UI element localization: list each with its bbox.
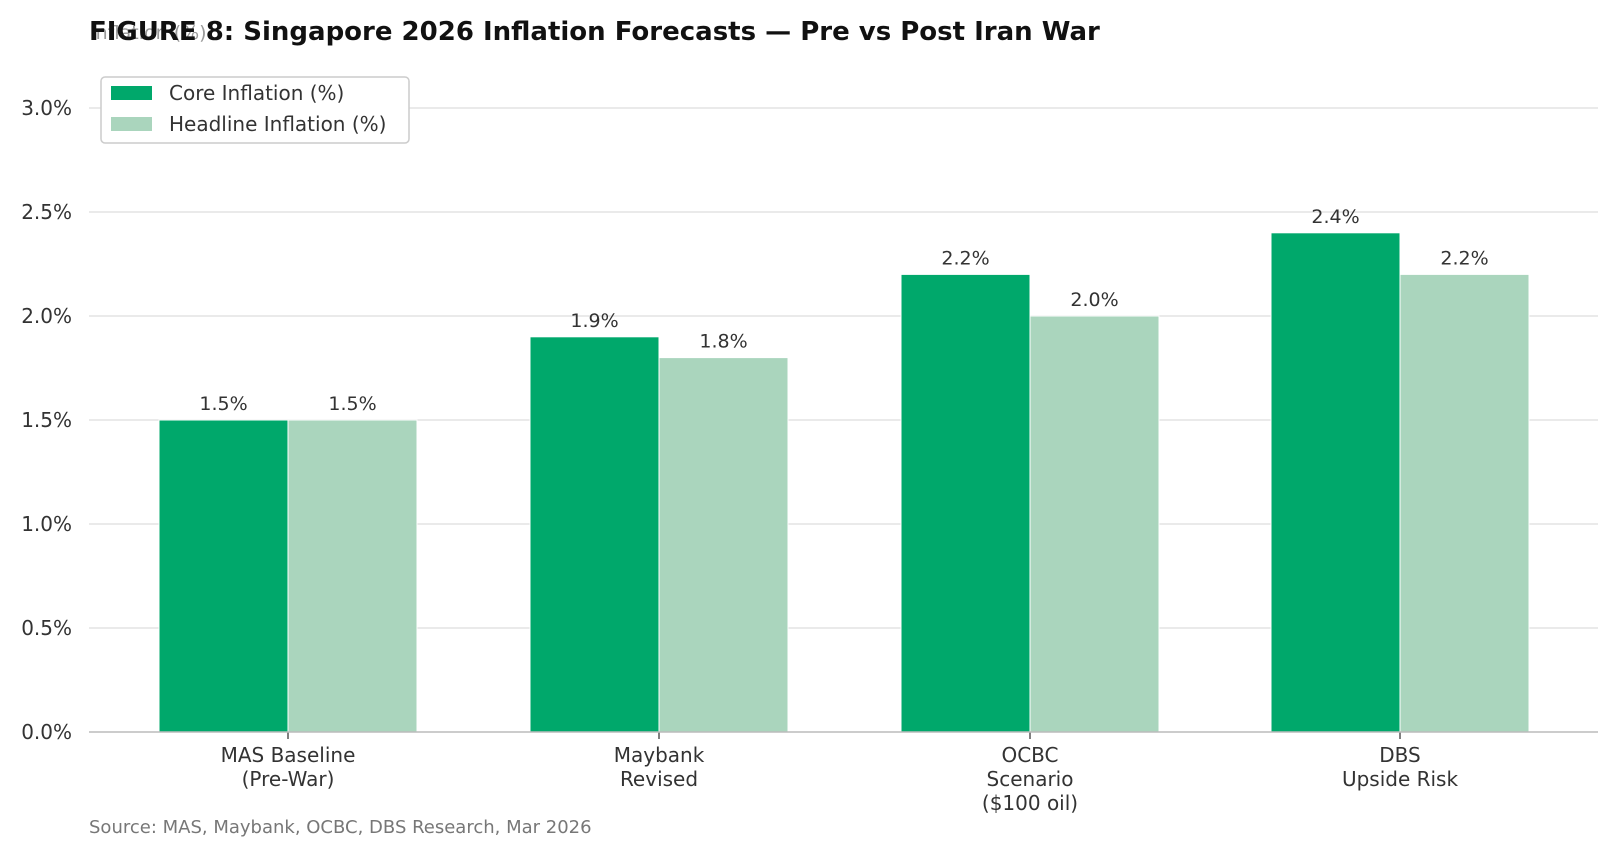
legend-swatch-headline (111, 117, 152, 131)
data-label: 1.9% (570, 310, 618, 332)
y-tick-label: 0.5% (21, 616, 72, 640)
bar-headline-2 (1029, 315, 1160, 733)
y-tick-label: 2.5% (21, 200, 72, 224)
bar-headline-0 (287, 419, 418, 733)
y-tick-label: 2.0% (21, 304, 72, 328)
x-category-label: DBS Upside Risk (1342, 743, 1459, 791)
y-axis-ticks: 0.0% 0.5% 1.0% 1.5% 2.0% 2.5% 3.0% (21, 96, 72, 744)
bar-core-3 (1270, 232, 1401, 733)
x-category-label: MAS Baseline (Pre-War) (221, 743, 356, 791)
x-category-label: Maybank Revised (614, 743, 705, 791)
legend: Core Inflation (%) Headline Inflation (%… (100, 76, 410, 144)
legend-label-headline: Headline Inflation (%) (169, 112, 386, 136)
bar-core-0 (158, 419, 289, 733)
y-tick-label: 1.0% (21, 512, 72, 536)
data-label: 2.2% (1440, 247, 1488, 269)
bar-headline-1 (658, 357, 789, 733)
y-tick-label: 1.5% (21, 408, 72, 432)
legend-swatch-core (111, 86, 152, 100)
y-tick-label: 3.0% (21, 96, 72, 120)
bar-core-1 (529, 336, 660, 733)
y-axis-label: Inflation (%) (90, 22, 207, 44)
source-note: Source: MAS, Maybank, OCBC, DBS Research… (89, 817, 592, 838)
data-label: 1.5% (199, 393, 247, 415)
data-label: 1.5% (328, 393, 376, 415)
legend-label-core: Core Inflation (%) (169, 81, 344, 105)
bar-core-2 (900, 273, 1031, 733)
data-label: 2.0% (1070, 289, 1118, 311)
data-labels: 1.5% 1.9% 2.2% 2.4% 1.5% 1.8% 2.0% 2.2% (199, 206, 1488, 415)
bars (158, 232, 1530, 733)
legend-box (100, 76, 410, 144)
x-axis-ticks: MAS Baseline (Pre-War) Maybank Revised OCBC S… (221, 732, 1459, 815)
data-label: 2.4% (1311, 206, 1359, 228)
chart-title: FIGURE 8: Singapore 2026 Inflation Forec… (89, 17, 1100, 47)
x-category-label: OCBC Scenario ($100 oil) (982, 743, 1078, 815)
data-label: 2.2% (941, 247, 989, 269)
y-tick-label: 0.0% (21, 720, 72, 744)
bar-headline-3 (1399, 273, 1530, 733)
data-label: 1.8% (699, 331, 747, 353)
